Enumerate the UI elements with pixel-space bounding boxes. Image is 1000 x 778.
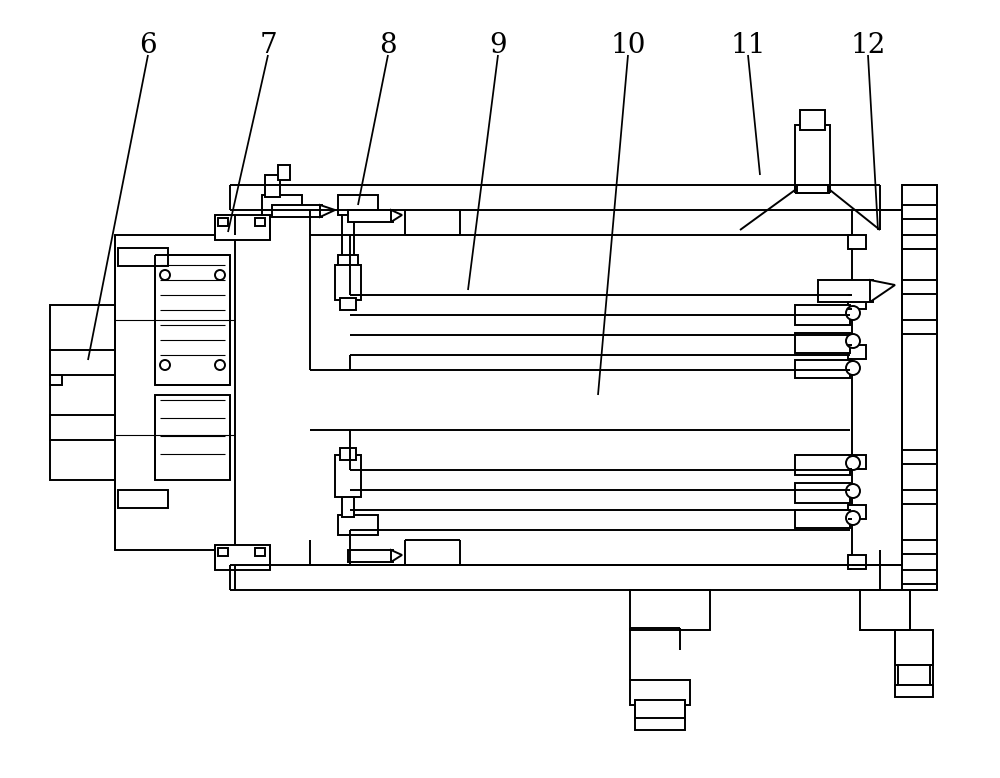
Bar <box>118 248 168 266</box>
Text: 8: 8 <box>379 32 397 59</box>
Text: 11: 11 <box>730 32 766 59</box>
Bar <box>50 415 115 440</box>
Bar <box>902 540 937 554</box>
Bar <box>902 490 937 504</box>
Bar <box>848 235 866 249</box>
Bar <box>902 205 937 219</box>
Bar <box>265 175 280 197</box>
Bar <box>262 195 302 215</box>
Bar <box>902 320 937 334</box>
Bar <box>338 195 378 215</box>
Bar <box>800 110 825 130</box>
Bar <box>895 685 933 697</box>
Bar <box>255 218 265 226</box>
Bar <box>895 630 933 665</box>
Bar <box>215 215 270 240</box>
Bar <box>795 483 850 503</box>
Bar <box>795 125 830 190</box>
Bar <box>902 450 937 464</box>
Bar <box>50 305 115 480</box>
Circle shape <box>846 484 860 498</box>
Bar <box>795 360 850 378</box>
Bar <box>348 550 393 562</box>
Bar <box>635 718 685 730</box>
Bar <box>348 210 393 222</box>
Bar <box>902 570 937 584</box>
Bar <box>338 255 358 267</box>
Bar <box>50 350 115 375</box>
Bar <box>848 295 866 309</box>
Bar <box>902 235 937 249</box>
Polygon shape <box>391 550 402 562</box>
Circle shape <box>846 456 860 470</box>
Circle shape <box>160 360 170 370</box>
Bar <box>155 255 230 385</box>
Bar <box>335 265 361 300</box>
Bar <box>848 505 866 519</box>
Circle shape <box>160 270 170 280</box>
Bar <box>218 218 228 226</box>
Text: 10: 10 <box>610 32 646 59</box>
Bar <box>630 590 710 630</box>
Text: 12: 12 <box>850 32 886 59</box>
Bar <box>630 680 690 705</box>
Circle shape <box>846 361 860 375</box>
Circle shape <box>846 511 860 525</box>
Text: 9: 9 <box>489 32 507 59</box>
Bar <box>155 395 230 480</box>
Bar <box>340 448 356 460</box>
Bar <box>902 280 937 294</box>
Bar <box>860 590 910 630</box>
Bar <box>818 280 873 302</box>
Polygon shape <box>320 205 335 217</box>
Bar <box>255 548 265 556</box>
Polygon shape <box>391 210 402 222</box>
Bar <box>215 545 270 570</box>
Bar <box>218 548 228 556</box>
Bar <box>795 305 850 325</box>
Bar <box>342 215 354 260</box>
Bar <box>852 210 902 565</box>
Bar <box>848 455 866 469</box>
Bar <box>797 185 828 193</box>
Bar <box>795 510 850 528</box>
Bar <box>342 495 354 517</box>
Bar <box>115 235 235 550</box>
Bar <box>338 515 378 535</box>
Bar <box>795 333 850 353</box>
Text: 7: 7 <box>259 32 277 59</box>
Bar <box>335 455 361 497</box>
Circle shape <box>215 360 225 370</box>
Circle shape <box>846 334 860 348</box>
Bar <box>848 555 866 569</box>
Polygon shape <box>870 280 895 302</box>
Bar <box>278 165 290 180</box>
Bar <box>272 205 322 217</box>
Bar <box>50 370 62 385</box>
Bar <box>340 298 356 310</box>
Bar <box>902 185 937 590</box>
Bar <box>118 490 168 508</box>
Bar <box>635 700 685 720</box>
Bar <box>898 665 930 685</box>
Text: 6: 6 <box>139 32 157 59</box>
Bar <box>795 455 850 475</box>
Circle shape <box>846 306 860 320</box>
Bar <box>848 345 866 359</box>
Circle shape <box>215 270 225 280</box>
